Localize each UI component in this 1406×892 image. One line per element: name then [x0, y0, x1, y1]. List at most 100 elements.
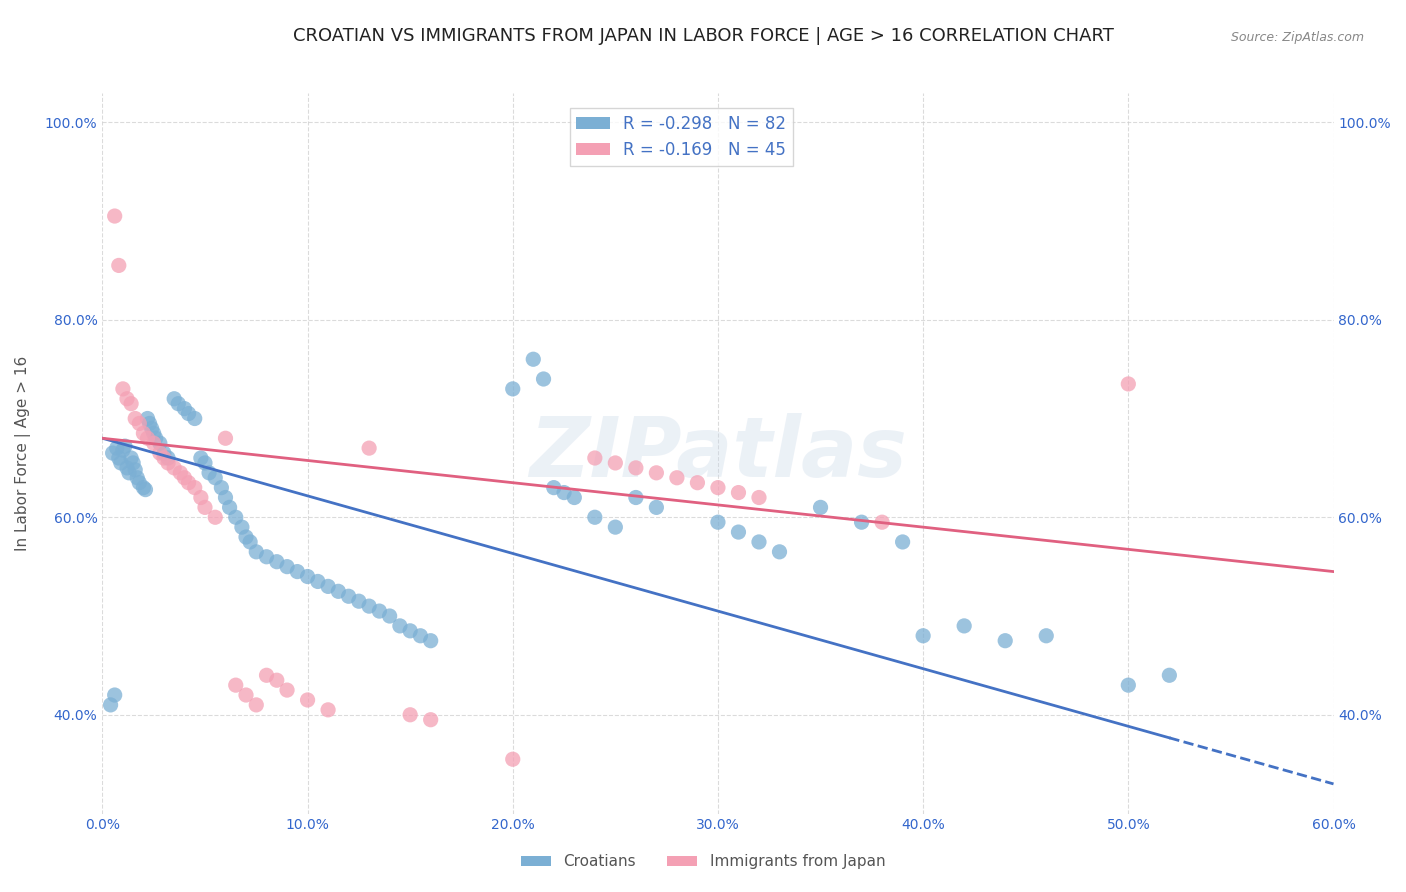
Point	[245, 698, 267, 712]
Point	[107, 450, 129, 465]
Point	[235, 530, 257, 544]
Point	[163, 392, 186, 406]
Point	[1159, 668, 1181, 682]
Point	[399, 624, 422, 638]
Point	[153, 450, 176, 465]
Point	[727, 485, 749, 500]
Point	[239, 535, 262, 549]
Point	[157, 456, 180, 470]
Point	[359, 441, 381, 455]
Legend: Croatians, Immigrants from Japan: Croatians, Immigrants from Japan	[515, 848, 891, 875]
Point	[810, 500, 832, 515]
Point	[276, 559, 298, 574]
Point	[256, 668, 278, 682]
Point	[118, 466, 141, 480]
Point	[553, 485, 575, 500]
Point	[194, 500, 217, 515]
Point	[120, 397, 142, 411]
Point	[409, 629, 432, 643]
Point	[190, 491, 212, 505]
Point	[124, 411, 146, 425]
Point	[645, 500, 668, 515]
Point	[142, 436, 165, 450]
Point	[707, 481, 730, 495]
Point	[645, 466, 668, 480]
Point	[190, 450, 212, 465]
Point	[307, 574, 329, 589]
Point	[194, 456, 217, 470]
Point	[163, 461, 186, 475]
Point	[522, 352, 544, 367]
Point	[256, 549, 278, 564]
Point	[1118, 678, 1140, 692]
Point	[953, 619, 976, 633]
Text: ZIPatlas: ZIPatlas	[529, 413, 907, 493]
Point	[316, 703, 339, 717]
Point	[665, 471, 688, 485]
Point	[136, 431, 159, 445]
Point	[122, 456, 145, 470]
Point	[142, 426, 165, 441]
Text: CROATIAN VS IMMIGRANTS FROM JAPAN IN LABOR FORCE | AGE > 16 CORRELATION CHART: CROATIAN VS IMMIGRANTS FROM JAPAN IN LAB…	[292, 27, 1114, 45]
Point	[132, 481, 155, 495]
Point	[583, 510, 606, 524]
Point	[419, 633, 441, 648]
Point	[994, 633, 1017, 648]
Point	[153, 446, 176, 460]
Point	[128, 475, 150, 490]
Point	[111, 382, 134, 396]
Point	[347, 594, 370, 608]
Point	[173, 401, 195, 416]
Point	[218, 500, 240, 515]
Point	[145, 431, 167, 445]
Point	[134, 483, 156, 497]
Point	[214, 491, 236, 505]
Point	[378, 609, 401, 624]
Point	[1035, 629, 1057, 643]
Legend: R = -0.298   N = 82, R = -0.169   N = 45: R = -0.298 N = 82, R = -0.169 N = 45	[569, 108, 793, 166]
Point	[543, 481, 565, 495]
Point	[297, 569, 319, 583]
Point	[225, 678, 247, 692]
Point	[100, 698, 122, 712]
Point	[101, 446, 124, 460]
Point	[533, 372, 555, 386]
Point	[748, 535, 770, 549]
Point	[891, 535, 914, 549]
Point	[198, 466, 221, 480]
Point	[124, 463, 146, 477]
Point	[128, 417, 150, 431]
Point	[214, 431, 236, 445]
Point	[502, 382, 524, 396]
Point	[157, 450, 180, 465]
Point	[707, 515, 730, 529]
Point	[562, 491, 585, 505]
Point	[167, 397, 190, 411]
Point	[686, 475, 709, 490]
Point	[177, 475, 200, 490]
Point	[173, 471, 195, 485]
Point	[138, 417, 160, 431]
Point	[209, 481, 232, 495]
Point	[127, 471, 149, 485]
Point	[359, 599, 381, 614]
Point	[132, 426, 155, 441]
Point	[368, 604, 391, 618]
Text: Source: ZipAtlas.com: Source: ZipAtlas.com	[1230, 31, 1364, 45]
Point	[624, 491, 647, 505]
Point	[141, 421, 163, 435]
Point	[235, 688, 257, 702]
Point	[111, 443, 134, 458]
Point	[115, 461, 138, 475]
Point	[748, 491, 770, 505]
Point	[104, 209, 127, 223]
Point	[316, 579, 339, 593]
Point	[502, 752, 524, 766]
Point	[231, 520, 253, 534]
Point	[266, 555, 288, 569]
Point	[337, 589, 360, 603]
Point	[120, 450, 142, 465]
Point	[107, 259, 129, 273]
Point	[105, 441, 128, 455]
Point	[136, 411, 159, 425]
